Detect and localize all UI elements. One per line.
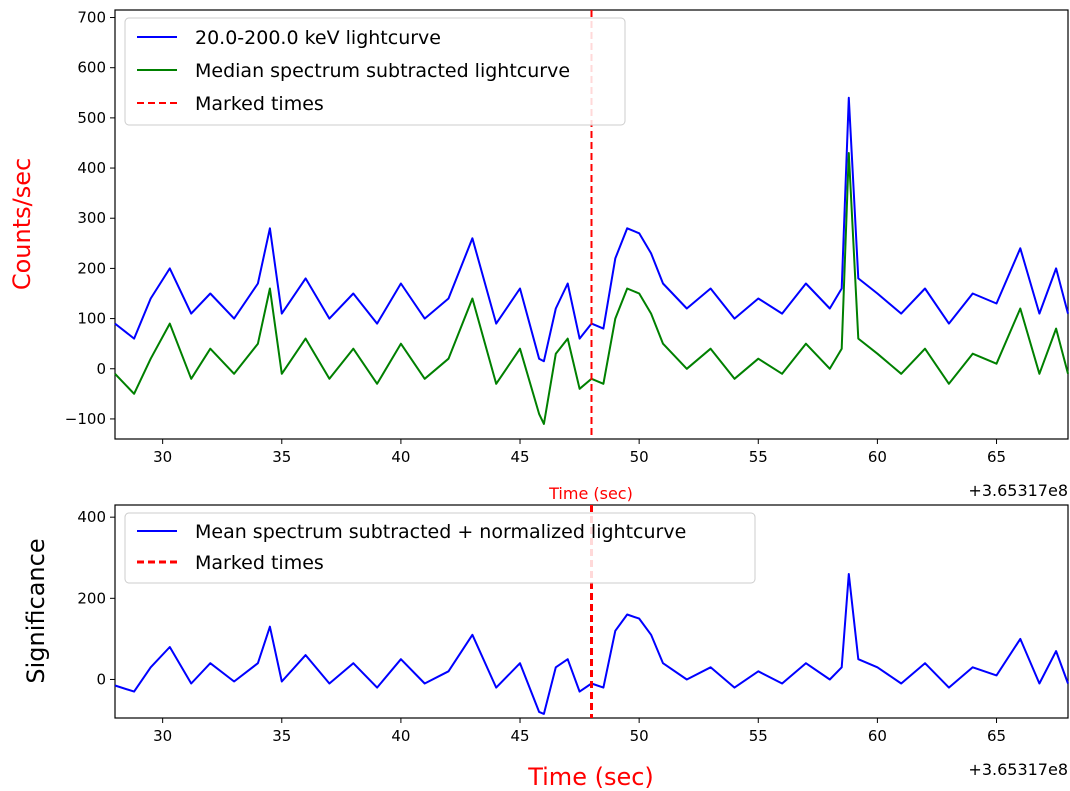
top-chart-panel: 30 35 40 45 50 55 60 65 −100 0 100 200 300 400 500 600 7… bbox=[8, 9, 1069, 503]
y-tick-label: 700 bbox=[77, 9, 106, 27]
y-tick-label: 200 bbox=[77, 259, 106, 277]
bottom-axis-ticks: 30 35 40 45 50 55 60 65 0 200 400 bbox=[77, 508, 1006, 745]
legend-label: Median spectrum subtracted lightcurve bbox=[195, 60, 570, 82]
x-tick-label: 30 bbox=[153, 448, 172, 466]
top-y-axis-label: Counts/sec bbox=[8, 158, 36, 290]
top-x-axis-label: Time (sec) bbox=[548, 484, 633, 503]
bottom-x-axis-label: Time (sec) bbox=[527, 763, 654, 791]
legend-label: Marked times bbox=[195, 552, 324, 574]
x-tick-label: 65 bbox=[987, 448, 1006, 466]
y-tick-label: 400 bbox=[77, 159, 106, 177]
x-tick-label: 45 bbox=[510, 448, 529, 466]
x-tick-label: 45 bbox=[510, 727, 529, 745]
x-tick-label: 55 bbox=[749, 448, 768, 466]
series-line-1 bbox=[114, 96, 1069, 363]
top-legend: 20.0-200.0 keV lightcurve Median spectrum… bbox=[124, 17, 626, 126]
y-tick-label: 500 bbox=[77, 109, 106, 127]
series-line-2 bbox=[114, 152, 1069, 425]
legend-label: Marked times bbox=[195, 93, 324, 115]
legend-label: Mean spectrum subtracted + normalized li… bbox=[195, 521, 686, 543]
top-series-group bbox=[114, 96, 1069, 425]
x-tick-label: 65 bbox=[987, 727, 1006, 745]
x-tick-label: 50 bbox=[630, 727, 649, 745]
bottom-offset-text: +3.65317e8 bbox=[968, 760, 1068, 779]
y-tick-label: 400 bbox=[77, 508, 106, 526]
y-tick-label: 0 bbox=[96, 670, 106, 688]
legend-box bbox=[124, 512, 756, 584]
y-tick-label: 600 bbox=[77, 59, 106, 77]
x-tick-label: 40 bbox=[391, 448, 410, 466]
y-tick-label: −100 bbox=[65, 410, 106, 428]
x-tick-label: 30 bbox=[153, 727, 172, 745]
series-line-1 bbox=[114, 573, 1069, 715]
x-tick-label: 60 bbox=[868, 727, 887, 745]
legend-label: 20.0-200.0 keV lightcurve bbox=[195, 27, 441, 49]
y-tick-label: 100 bbox=[77, 310, 106, 328]
x-tick-label: 50 bbox=[630, 448, 649, 466]
top-offset-text: +3.65317e8 bbox=[968, 481, 1068, 500]
x-tick-label: 40 bbox=[391, 727, 410, 745]
y-tick-label: 200 bbox=[77, 589, 106, 607]
top-axis-ticks: 30 35 40 45 50 55 60 65 −100 0 100 200 300 400 500 600 7… bbox=[65, 9, 1006, 466]
x-tick-label: 55 bbox=[749, 727, 768, 745]
bottom-chart-panel: 30 35 40 45 50 55 60 65 0 200 400 Mean spectrum su… bbox=[22, 504, 1069, 791]
x-tick-label: 35 bbox=[272, 448, 291, 466]
x-tick-label: 35 bbox=[272, 727, 291, 745]
x-tick-label: 60 bbox=[868, 448, 887, 466]
y-tick-label: 0 bbox=[96, 360, 106, 378]
bottom-series-group bbox=[114, 573, 1069, 715]
bottom-legend: Mean spectrum subtracted + normalized li… bbox=[124, 512, 756, 584]
y-tick-label: 300 bbox=[77, 209, 106, 227]
bottom-y-axis-label: Significance bbox=[22, 538, 50, 683]
legend-box bbox=[124, 17, 626, 126]
